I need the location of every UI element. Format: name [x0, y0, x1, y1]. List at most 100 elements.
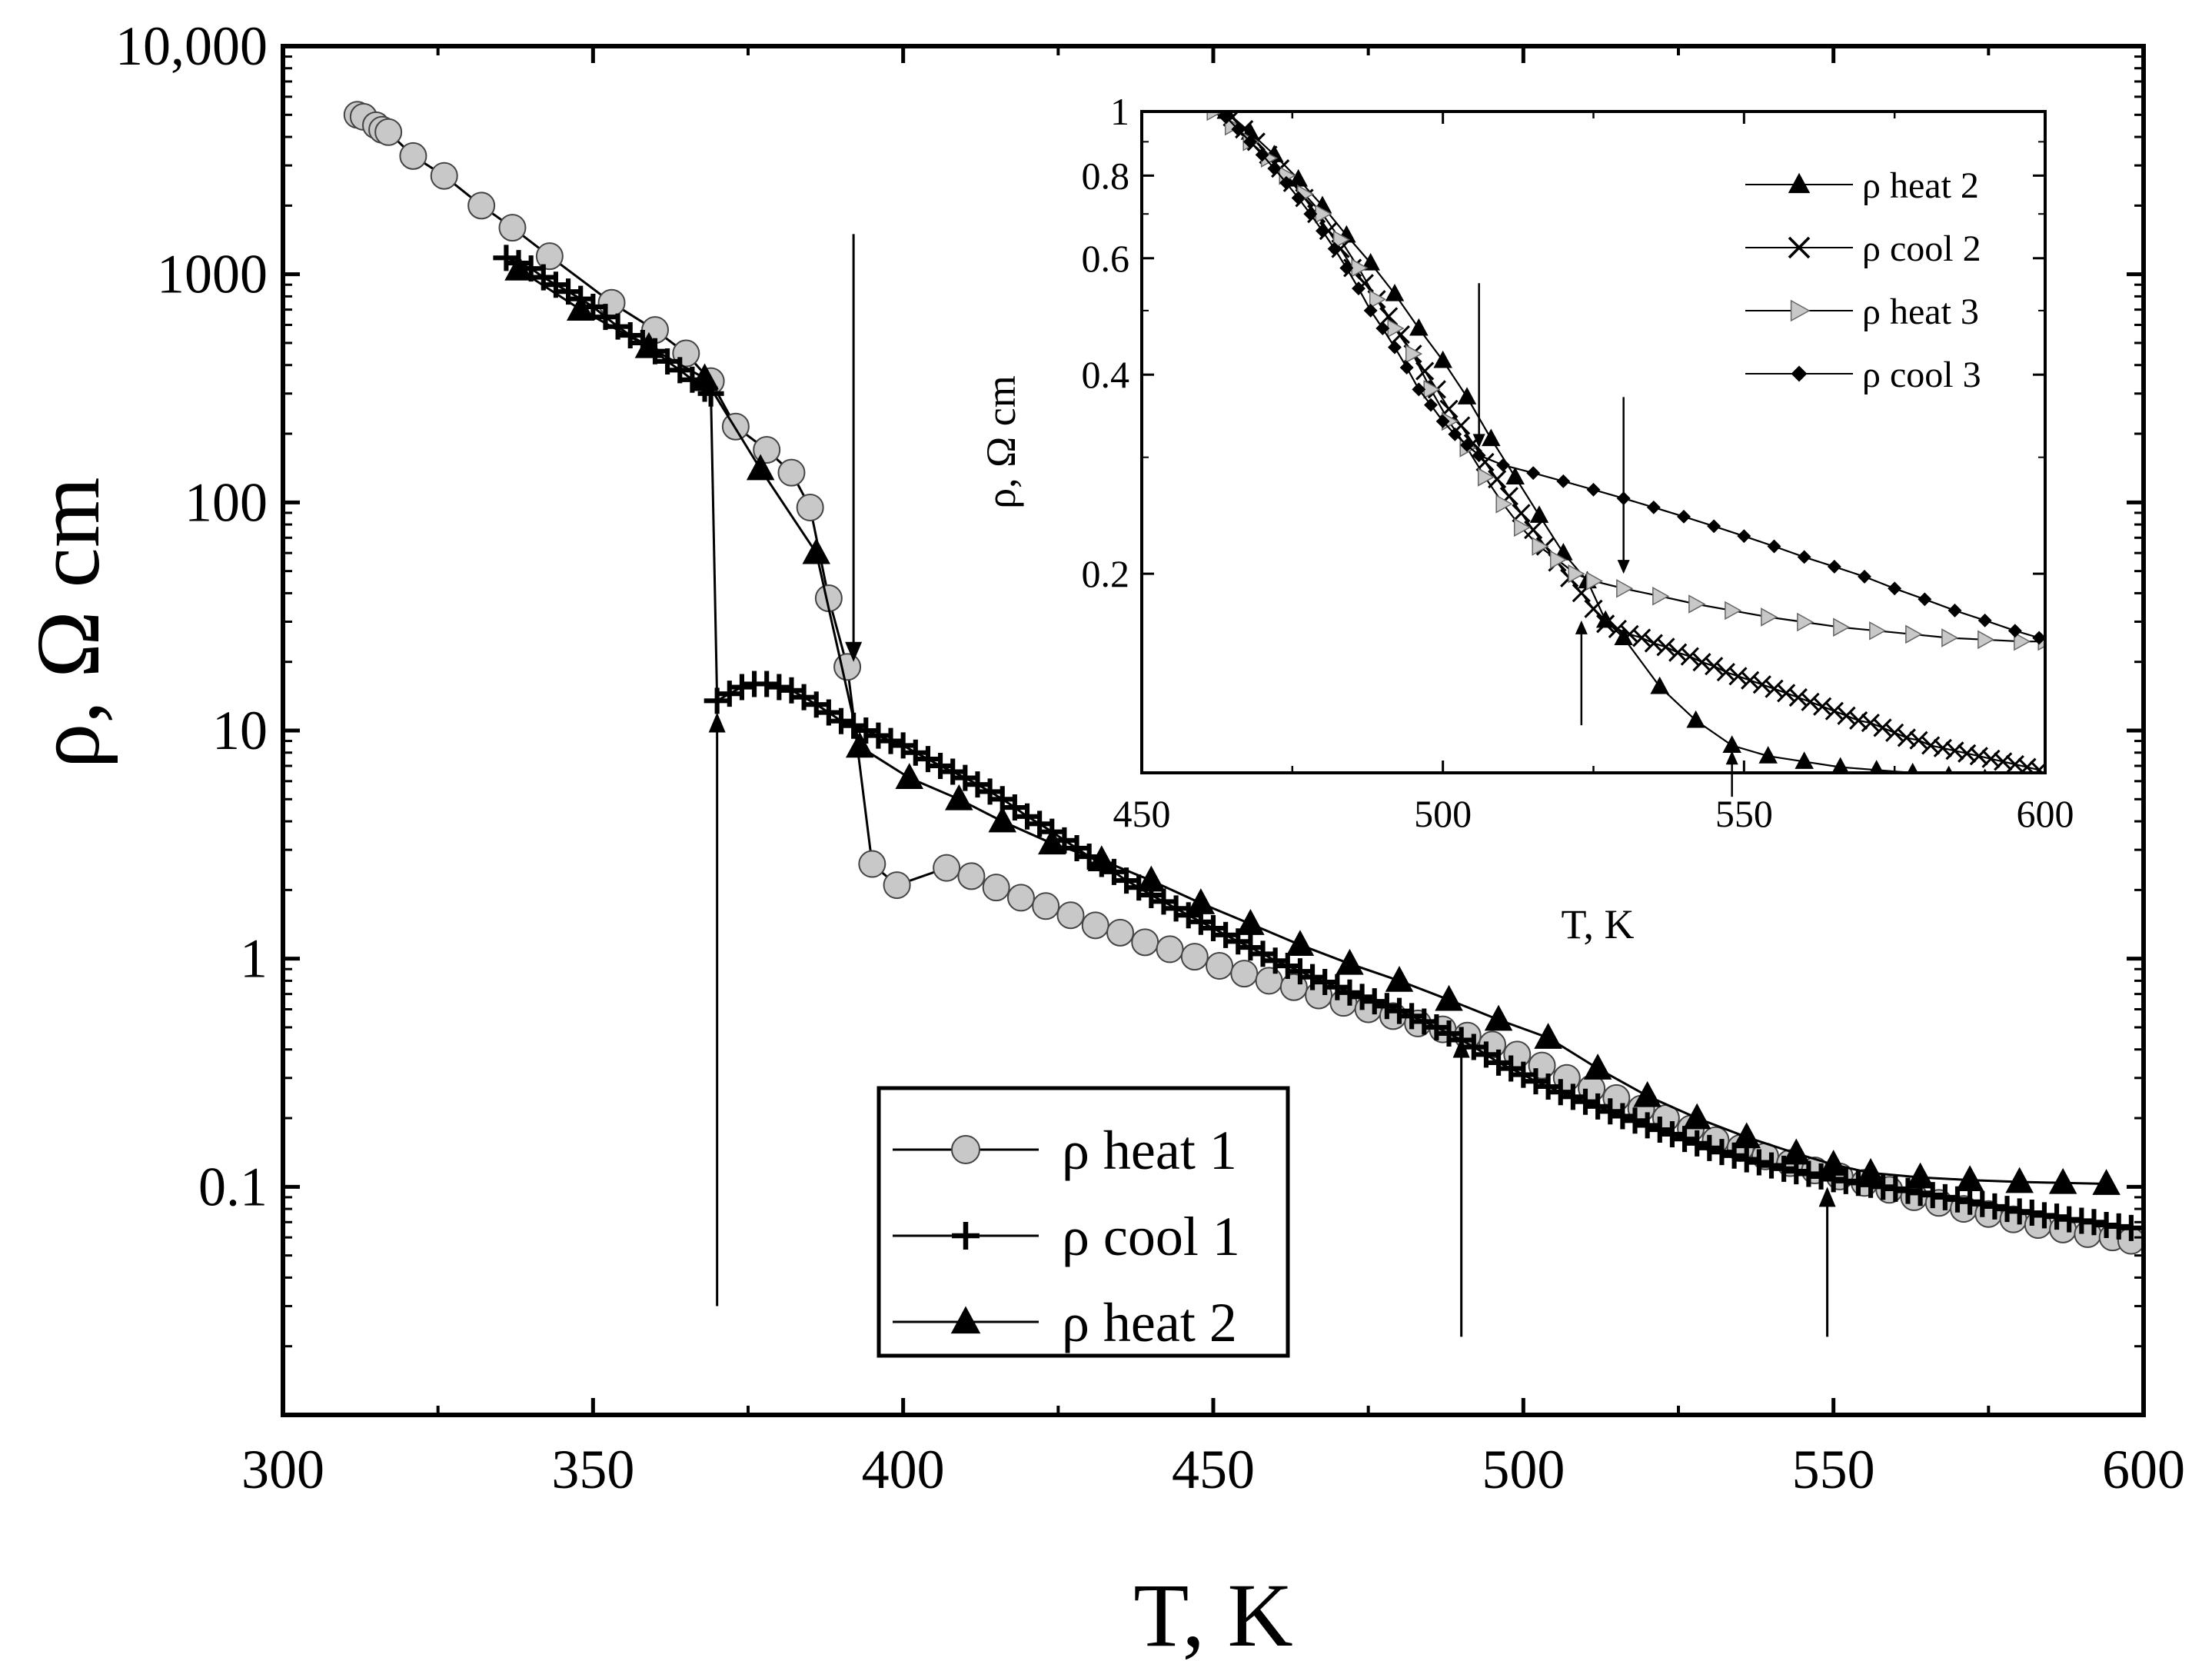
main-series-rho-heat-1-point [833, 653, 862, 681]
inset-series-rho-cool-3-point [1231, 122, 1246, 137]
inset-series-rho-heat-3-point [1833, 617, 1851, 637]
inset-series-rho-heat-3-point [1477, 468, 1495, 487]
main-series-rho-cool-1-point [1808, 1163, 1834, 1190]
x-tick-label: 500 [1482, 1439, 1565, 1500]
main-series-rho-heat-1-point [982, 874, 1010, 902]
inset-series-rho-cool-2-point [1524, 520, 1543, 540]
inset-series-rho-cool-3-point [2032, 631, 2045, 645]
main-series-rho-cool-1-point [1708, 1139, 1735, 1166]
inset-series-rho-cool-3-point [1303, 207, 1318, 221]
y-tick-label: 0.4 [1082, 353, 1130, 396]
y-tick-label: 1 [1110, 90, 1129, 133]
inset-series-rho-cool-3-point [1677, 509, 1691, 524]
inset-series-rho-cool-2-point [1885, 723, 1904, 742]
inset-series-rho-heat-3-point [1761, 607, 1778, 627]
inset-series-rho-cool-3-point [1399, 361, 1414, 374]
inset-series-rho-heat-2-point [1758, 746, 1778, 764]
main-series-rho-heat-2-point [802, 538, 830, 564]
main-series-rho-cool-1-point [1969, 1190, 1996, 1217]
main-series-rho-cool-1-point [1684, 1130, 1711, 1157]
inset-legend-label: ρ heat 2 [1862, 165, 1979, 206]
inset-series-rho-heat-3-point [1332, 230, 1351, 249]
y-tick-label: 1000 [157, 244, 268, 305]
inset-series-rho-cool-2-point [1728, 667, 1748, 686]
main-series-rho-heat-1-point [1255, 967, 1283, 995]
inset-series-rho-cool-2-point [1596, 614, 1615, 634]
main-series-rho-cool-1-point [2117, 1214, 2144, 1241]
inset-series-rho-cool-2-point [1656, 637, 1675, 657]
main-series-rho-heat-2-point [1286, 930, 1315, 957]
inset-series-rho-cool-3-point [1363, 303, 1378, 318]
main-series-rho-heat-2-point [1633, 1080, 1661, 1107]
main-series-rho-heat-2-point [1186, 888, 1216, 914]
inset-legend-label: ρ cool 3 [1862, 355, 1981, 395]
inset-series-rho-cool-2-point [1620, 624, 1639, 644]
main-series-rho-cool-1-point [1349, 984, 1375, 1010]
inset-series-rho-cool-3-point [1707, 519, 1721, 534]
main-series-rho-cool-1-point [1286, 958, 1313, 985]
inset-series-rho-cool-2-point [1668, 643, 1688, 662]
main-series-rho-heat-1-point [957, 862, 986, 890]
inset-series-rho-cool-3-point [1827, 559, 1841, 574]
inset-series-rho-heat-3-point [1905, 624, 1923, 644]
inset-series-rho-cool-2-point [1644, 634, 1663, 653]
main-series-rho-heat-2-point [1732, 1122, 1761, 1149]
main-series-rho-heat-2-point [1484, 1004, 1513, 1031]
x-tick-label: 350 [551, 1439, 634, 1500]
main-series-rho-cool-1 [493, 245, 2144, 1241]
main-series-rho-heat-1-point [430, 161, 458, 190]
main-series-rho-cool-1-point [1733, 1146, 1760, 1173]
main-series-rho-heat-1-point [858, 850, 886, 878]
inset-series-rho-cool-3-point [1526, 466, 1541, 481]
main-series-rho-heat-1-point [777, 458, 806, 487]
inset-series-rho-cool-2-point [1788, 687, 1808, 707]
inset-legend: ρ heat 2 ρ cool 2 ρ heat 3 ρ cool 3 [1745, 165, 1981, 395]
inset-series-rho-heat-3-point [1585, 571, 1604, 591]
arrow-down-annotation [1472, 283, 1485, 448]
inset-series-rho-cool-2-point [1608, 619, 1627, 639]
main-series-rho-cool-1-point [1745, 1149, 1772, 1176]
inset-legend-entry: ρ heat 2 [1745, 165, 1979, 206]
main-series-rho-cool-1-point [877, 727, 904, 754]
y-tick-label: 100 [185, 471, 268, 533]
main-x-ticks: 300 350 400 450 500 550 600 [241, 46, 2185, 1500]
inset-legend-marker [1791, 365, 1808, 382]
inset-series-rho-heat-2-point [1869, 760, 1884, 773]
inset-series-rho-cool-3-point [1448, 427, 1462, 441]
main-y-axis-label: ρ, Ω cm [18, 477, 118, 768]
inset-series-rho-cool-3 [1219, 112, 2045, 645]
main-series-rho-cool-1-point [1373, 993, 1400, 1020]
main-legend-marker [952, 1222, 980, 1250]
main-series-rho-heat-1-point [374, 118, 403, 146]
main-legend-frame [876, 1086, 1290, 1358]
inset-x-ticks: 450 500 550 600 [1113, 112, 2074, 835]
main-series-rho-heat-2-point [988, 806, 1016, 833]
main-series-rho-cool-1-point [1262, 947, 1289, 974]
main-series-rho-heat-2-point [945, 784, 973, 811]
arrow-up-annotation [1575, 620, 1588, 726]
inset-series-rho-heat-2-point [1361, 252, 1380, 271]
main-series-rho-heat-2-point [2005, 1167, 2034, 1193]
main-series-rho-heat-2-point [895, 763, 923, 789]
inset-series-rho-heat-2-point [1795, 751, 1814, 769]
inset-series-rho-heat-2-point [1433, 350, 1452, 368]
inset-series-rho-cool-2-point [1488, 470, 1507, 489]
inset-series-rho-cool-2-point [1716, 662, 1735, 682]
inset-annotations [1472, 283, 1738, 797]
inset-series-rho-cool-2-point [1777, 684, 1796, 703]
main-series-rho-heat-1-point [933, 854, 961, 882]
main-series-rho-cool-1-point [1771, 1155, 1798, 1182]
main-series-rho-heat-1-point [753, 435, 781, 464]
y-tick-label: 0.1 [198, 1156, 268, 1217]
inset-legend-entry: ρ cool 2 [1745, 228, 1981, 269]
main-series-rho-cool-1-point [1658, 1120, 1685, 1147]
inset-legend-entry: ρ heat 3 [1745, 291, 1979, 332]
inset-series-rho-cool-2-point [1813, 697, 1832, 716]
inset-series-rho-cool-3-point [1586, 482, 1601, 497]
main-series-rho-cool-1-point [2081, 1209, 2107, 1236]
inset-series-rho-cool-3-point [1767, 539, 1781, 554]
inset-series-rho-cool-3-point [1219, 112, 1233, 125]
main-series-rho-cool-1-point [493, 245, 520, 271]
main-legend-label: ρ cool 1 [1062, 1206, 1240, 1267]
inset-series-rho-heat-2-point [1505, 467, 1525, 484]
